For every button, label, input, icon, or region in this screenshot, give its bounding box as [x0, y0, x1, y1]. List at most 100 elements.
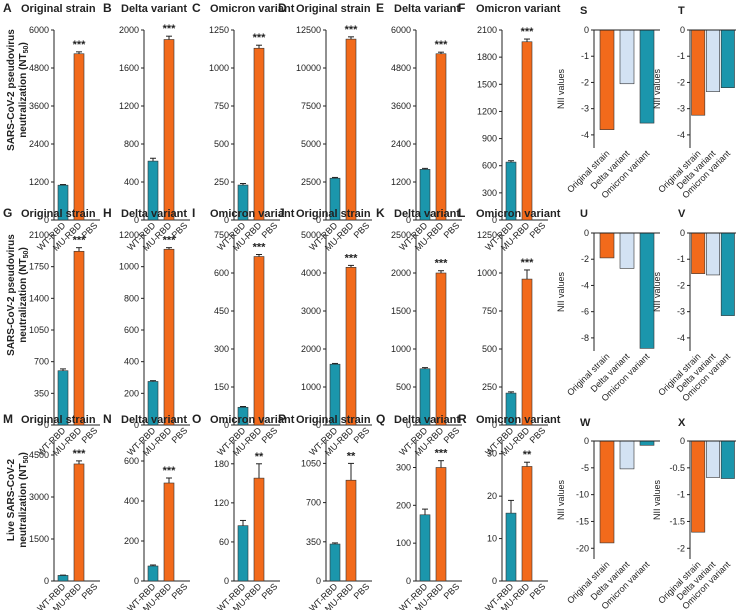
panel-letter: I — [192, 206, 195, 220]
y-axis-label: NII values — [652, 271, 662, 312]
bar-mu-rbd — [253, 477, 265, 582]
bar-delta-variant — [706, 29, 720, 92]
x-tick-label: PBS — [528, 220, 548, 240]
y-tick-label: 1400 — [29, 293, 49, 303]
panel-letter: U — [580, 208, 588, 220]
y-tick-label: -2 — [581, 77, 589, 87]
y-tick-label: 250 — [482, 382, 497, 392]
panel-title: Delta variant — [121, 3, 187, 15]
panel-letter: X — [678, 417, 686, 429]
panel-title: Delta variant — [121, 414, 187, 426]
bar-mu-rbd — [253, 256, 265, 426]
row-label-2-main: SARS-CoV-2 pseudovirus — [6, 234, 17, 356]
significance-marker: *** — [521, 257, 535, 269]
bar-mu-rbd — [253, 47, 265, 221]
panel-letter: N — [103, 412, 112, 426]
significance-marker: ** — [347, 450, 356, 462]
panel-title: Delta variant — [121, 208, 187, 220]
bar-original-strain — [691, 29, 706, 116]
y-tick-label: 20 — [487, 491, 497, 501]
row-label-2-close: ) — [18, 247, 29, 250]
y-tick-label: -2 — [677, 280, 685, 290]
bar-wt-rbd — [147, 565, 159, 582]
y-tick-label: 1200 — [119, 101, 139, 111]
bar-mu-rbd — [345, 38, 357, 221]
panel-letter: R — [458, 412, 467, 426]
y-tick-label: 2000 — [119, 25, 139, 35]
panel-letter: Q — [376, 412, 385, 426]
y-tick-label: 750 — [214, 101, 229, 111]
panel-title: Omicron variant — [210, 414, 295, 426]
bar-wt-rbd — [419, 514, 431, 582]
y-tick-label: 200 — [124, 536, 139, 546]
bar-mu-rbd — [435, 272, 447, 426]
y-tick-label: 750 — [214, 230, 229, 240]
y-tick-label: 150 — [214, 382, 229, 392]
y-tick-label: 300 — [396, 462, 411, 472]
y-tick-label: 1500 — [477, 79, 497, 89]
x-tick-label: PBS — [170, 581, 190, 601]
row-label-2: SARS-CoV-2 pseudovirus — [6, 234, 17, 356]
bar-mu-rbd — [521, 278, 533, 426]
y-tick-label: 4500 — [29, 450, 49, 460]
bar-original-strain — [691, 232, 706, 274]
y-tick-label: 0 — [134, 215, 139, 225]
y-tick-label: 900 — [482, 134, 497, 144]
bar-mu-rbd — [163, 39, 175, 221]
bar-mu-rbd — [163, 248, 175, 426]
y-tick-label: 0 — [406, 420, 411, 430]
row-label-3-close: ) — [18, 452, 29, 455]
y-tick-label: 12500 — [296, 25, 321, 35]
y-tick-label: -5 — [581, 463, 589, 473]
y-tick-label: 1200 — [477, 106, 497, 116]
significance-marker: *** — [73, 235, 87, 247]
y-tick-label: 0 — [134, 420, 139, 430]
bar-mu-rbd — [163, 482, 175, 582]
y-tick-label: 3000 — [301, 306, 321, 316]
row-label-2-subscript: 50 — [23, 250, 30, 258]
significance-marker: ** — [255, 451, 264, 463]
panel-letter: J — [278, 206, 285, 220]
x-tick-label: PBS — [170, 425, 190, 445]
y-tick-label: 1000 — [301, 382, 321, 392]
y-tick-label: -15 — [576, 516, 589, 526]
row-label-3: Live SARS-CoV-2 — [6, 458, 17, 541]
y-tick-label: -0.5 — [669, 463, 685, 473]
significance-marker: *** — [521, 26, 535, 38]
y-tick-label: -3 — [677, 307, 685, 317]
y-tick-label: 400 — [124, 177, 139, 187]
bar-delta-variant — [706, 440, 720, 478]
panel-title: Original strain — [21, 414, 96, 426]
panel-title: Omicron variant — [476, 3, 561, 15]
panel-letter: K — [376, 206, 385, 220]
y-tick-label: 0 — [44, 215, 49, 225]
y-tick-label: 1000 — [119, 262, 139, 272]
bar-mu-rbd — [73, 53, 85, 221]
y-tick-label: -4 — [677, 130, 685, 140]
panel-title: Original strain — [21, 208, 96, 220]
y-axis-label: NII values — [652, 479, 662, 520]
y-tick-label: 0 — [406, 576, 411, 586]
bar-mu-rbd — [345, 266, 357, 426]
y-tick-label: -2 — [677, 77, 685, 87]
y-tick-label: 10 — [487, 534, 497, 544]
y-tick-label: 30 — [487, 449, 497, 459]
panel-title: Delta variant — [394, 3, 460, 15]
x-tick-label: PBS — [80, 581, 100, 601]
chart-panels: A Original strain012002400360048006000WT-… — [3, 1, 736, 610]
y-tick-label: 1800 — [477, 52, 497, 62]
y-tick-label: 450 — [214, 306, 229, 316]
significance-marker: *** — [345, 24, 359, 36]
panel-title: Original strain — [296, 3, 371, 15]
y-tick-label: 4800 — [391, 63, 411, 73]
y-tick-label: 300 — [482, 188, 497, 198]
y-axis-label: NII values — [652, 68, 662, 109]
row-label-2-sub: neutralization (NT — [18, 258, 29, 342]
panel-title: Omicron variant — [210, 208, 295, 220]
panel-title: Original strain — [21, 3, 96, 15]
bar-omicron-variant — [720, 232, 735, 316]
y-tick-label: -3 — [581, 104, 589, 114]
significance-marker: *** — [163, 23, 177, 35]
y-tick-label: 120 — [214, 498, 229, 508]
bar-original-strain — [599, 232, 615, 259]
